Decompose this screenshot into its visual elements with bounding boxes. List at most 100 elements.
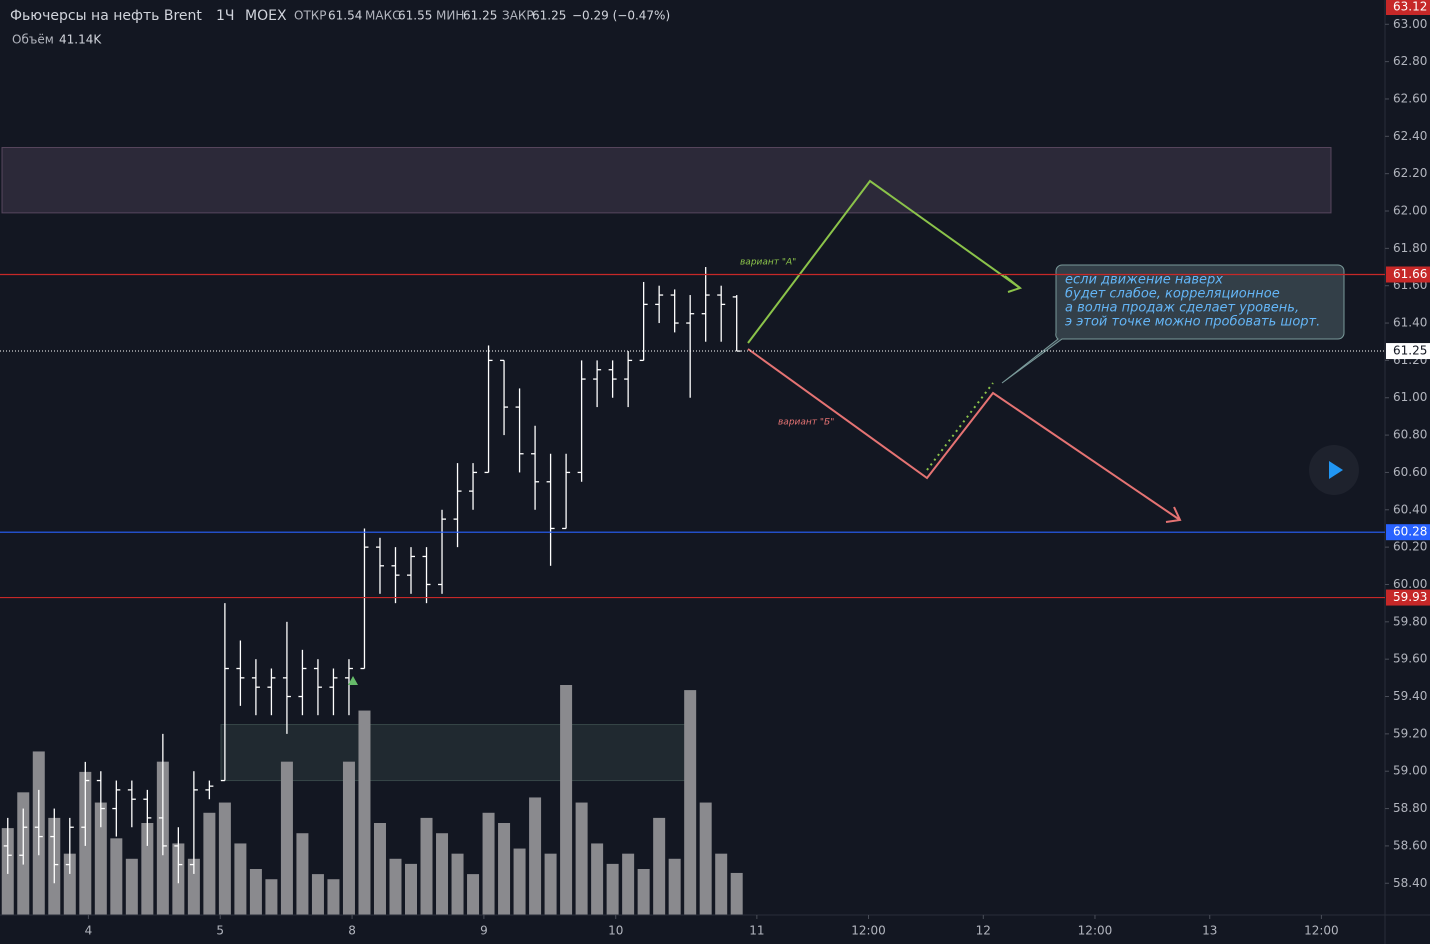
y-tick-label: 61.00 — [1393, 390, 1427, 404]
annotation: вариант "Б" — [778, 418, 834, 428]
annotation: вариант "А" — [740, 258, 796, 268]
volume-bar — [606, 863, 619, 915]
zone — [220, 724, 689, 782]
volume-bar — [358, 710, 371, 915]
volume-bar — [513, 848, 526, 915]
low-value: 61.25 — [463, 9, 497, 23]
arrow-head — [1004, 275, 1023, 293]
price-badge — [1386, 524, 1430, 541]
volume-bar — [342, 761, 355, 915]
callout-text: если движение наверх — [1065, 273, 1223, 288]
volume-bar — [699, 802, 712, 915]
scenario-b-line — [747, 348, 1181, 521]
x-tick-label: 12:00 — [851, 924, 886, 938]
volume-bar — [311, 874, 324, 915]
callout-text: а волна продаж сделает уровень, — [1065, 301, 1299, 316]
y-tick-label: 60.00 — [1393, 577, 1427, 591]
x-tick-label: 10 — [608, 924, 623, 938]
volume-bar — [622, 853, 635, 915]
open-value: 61.54 — [328, 9, 362, 23]
close-label: ЗАКР — [502, 9, 534, 23]
volume-bar — [249, 869, 262, 915]
y-tick-label: 59.80 — [1393, 614, 1427, 628]
volume-value: 41.14K — [59, 33, 102, 47]
y-tick-label: 58.40 — [1393, 876, 1427, 890]
callout-box — [1001, 264, 1345, 384]
x-tick-label: 12:00 — [1304, 924, 1339, 938]
volume-bar — [668, 858, 681, 915]
y-tick-label: 61.80 — [1393, 241, 1427, 255]
volume-bar — [420, 817, 433, 915]
header-bg — [0, 0, 665, 30]
low-label: МИН — [436, 9, 464, 23]
x-tick-label: 5 — [216, 924, 224, 938]
scenario-a-line — [747, 179, 1021, 344]
signal-marker — [348, 676, 358, 685]
volume-bar — [405, 863, 418, 915]
volume-bar — [63, 853, 76, 915]
price-badge-label: 63.12 — [1393, 0, 1427, 14]
volume-bar — [296, 833, 309, 915]
price-badge — [1386, 589, 1430, 606]
x-tick-label: 13 — [1202, 924, 1217, 938]
volume-bar — [389, 858, 402, 915]
volume-bar — [94, 802, 107, 915]
volume-bar — [265, 879, 278, 915]
y-tick-label: 60.60 — [1393, 465, 1427, 479]
y-tick-label: 60.40 — [1393, 502, 1427, 516]
x-tick-label: 12:00 — [1078, 924, 1113, 938]
volume-bar — [482, 812, 495, 915]
price-badge-label: 60.28 — [1393, 525, 1427, 539]
y-tick-label: 59.00 — [1393, 764, 1427, 778]
y-tick-label: 62.60 — [1393, 91, 1427, 105]
y-tick-label: 63.00 — [1393, 17, 1427, 31]
high-value: 61.55 — [398, 9, 432, 23]
symbol: Фьючерсы на нефть Brent — [10, 8, 202, 24]
volume-bar — [560, 685, 573, 915]
y-tick-label: 60.80 — [1393, 428, 1427, 442]
y-tick-label: 59.20 — [1393, 726, 1427, 740]
volume-bar — [280, 761, 293, 915]
volume-bar — [203, 812, 216, 915]
volume-bar — [187, 858, 200, 915]
play-icon[interactable] — [1329, 461, 1343, 479]
exchange: MOEX — [245, 8, 287, 24]
volume-bar — [591, 843, 604, 915]
plot — [1, 147, 1332, 915]
volume-bar — [730, 872, 743, 915]
volume-bar — [684, 690, 697, 915]
volume-bar — [234, 843, 247, 915]
x-tick-label: 12 — [976, 924, 991, 938]
change: −0.29 (−0.47%) — [572, 9, 670, 23]
callout-text: будет слабое, корреляционное — [1065, 287, 1280, 302]
volume-bar — [467, 874, 480, 915]
y-tick-label: 62.20 — [1393, 166, 1427, 180]
interval: 1Ч — [216, 8, 235, 24]
open-label: ОТКР — [294, 9, 327, 23]
price-badge — [1386, 0, 1430, 15]
volume-bar — [373, 823, 386, 915]
dotted-path — [926, 382, 994, 471]
price-badge-label: 61.66 — [1393, 267, 1427, 281]
high-label: МАКС — [365, 9, 400, 23]
price-badge-label: 59.93 — [1393, 590, 1427, 604]
y-tick-label: 60.20 — [1393, 540, 1427, 554]
volume-bar — [529, 797, 542, 915]
price-badge-label: 61.25 — [1393, 344, 1427, 358]
volume-bar — [637, 869, 650, 915]
volume-bar — [141, 823, 154, 915]
y-tick-label: 62.80 — [1393, 54, 1427, 68]
volume-label: Объём — [12, 33, 54, 47]
arrow-head — [1165, 506, 1182, 523]
volume-bar — [575, 802, 588, 915]
y-tick-label: 59.60 — [1393, 652, 1427, 666]
x-tick-label: 9 — [480, 924, 488, 938]
volume-bar — [498, 823, 511, 915]
x-tick-label: 8 — [348, 924, 356, 938]
volume-bar — [218, 802, 231, 915]
y-tick-label: 58.60 — [1393, 838, 1427, 852]
volume-bar — [436, 833, 449, 915]
volume-bar — [110, 838, 123, 915]
